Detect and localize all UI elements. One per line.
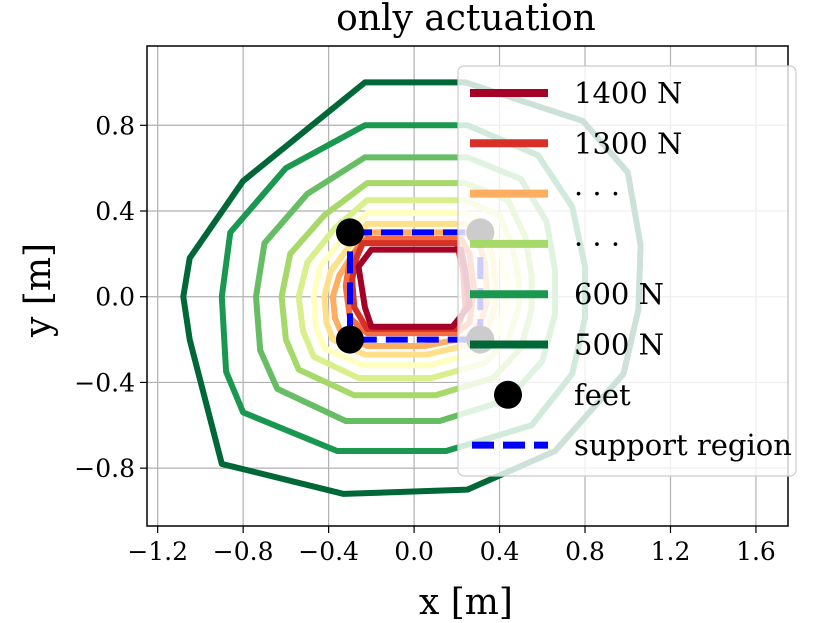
legend-label: 1400 N xyxy=(574,76,682,110)
x-axis-label: x [m] xyxy=(419,582,513,623)
legend-label: · · · xyxy=(574,227,620,261)
x-tick-label: 0.8 xyxy=(565,537,605,566)
legend: 1400 N 1300 N · · · · · · 600 N 500 N feet supp… xyxy=(457,65,797,477)
legend-handle xyxy=(494,380,522,409)
foot-marker xyxy=(335,218,364,247)
x-tick-label: −1.2 xyxy=(127,537,188,566)
x-tick-label: −0.4 xyxy=(298,537,359,566)
legend-label: · · · xyxy=(574,177,620,211)
legend-label: support region xyxy=(574,428,792,462)
y-tick-label: 0.4 xyxy=(95,197,135,226)
legend-label: 500 N xyxy=(574,328,664,362)
x-tick-label: 0.4 xyxy=(480,537,520,566)
y-tick-label: −0.4 xyxy=(74,368,135,397)
y-tick-label: 0.0 xyxy=(95,283,135,312)
x-tick-label: 0.0 xyxy=(394,537,434,566)
foot-marker xyxy=(335,325,364,354)
legend-label: 600 N xyxy=(574,277,664,311)
x-tick-label: 1.6 xyxy=(736,537,776,566)
legend-label: feet xyxy=(574,378,631,412)
y-axis-label: y [m] xyxy=(18,243,59,338)
legend-label: 1300 N xyxy=(574,126,682,160)
y-tick-label: 0.8 xyxy=(95,111,135,140)
ticks: −1.2 −0.8 −0.4 0.0 0.4 0.8 1.2 1.6 −0.8 −0.4 0.0 0.… xyxy=(74,111,776,566)
series-line xyxy=(342,235,477,337)
chart-title: only actuation xyxy=(336,0,596,39)
x-tick-label: −0.8 xyxy=(213,537,274,566)
legend-box xyxy=(457,65,797,477)
x-tick-label: 1.2 xyxy=(651,537,691,566)
y-tick-label: −0.8 xyxy=(74,454,135,483)
